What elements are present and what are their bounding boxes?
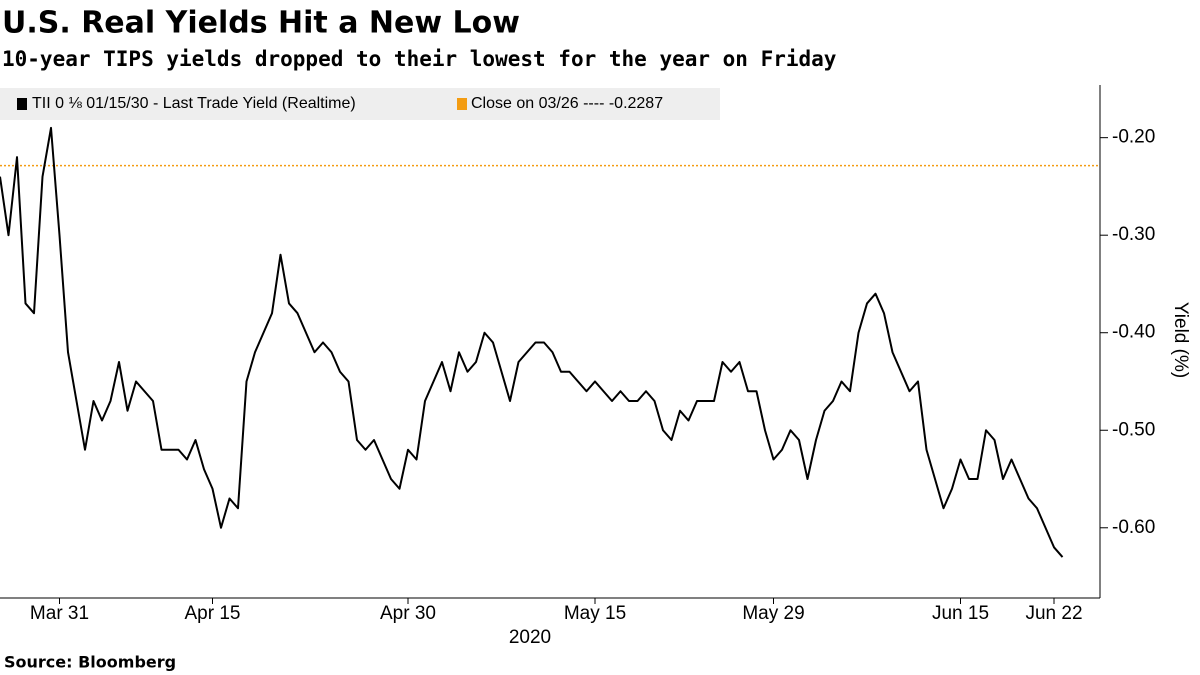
series-line [0, 126, 1064, 558]
y-tick-label: -0.30 [1112, 224, 1155, 245]
x-tick-label: Jun 22 [1025, 603, 1082, 624]
x-axis-label: 2020 [509, 627, 551, 648]
legend-entry: TII 0 ⅛ 01/15/30 - Last Trade Yield (Rea… [32, 95, 356, 112]
y-tick-label: -0.40 [1112, 322, 1155, 343]
y-tick-label: -0.50 [1112, 419, 1155, 440]
legend-swatch [457, 98, 467, 110]
legend-box [0, 88, 720, 120]
x-tick-label: May 15 [564, 603, 626, 624]
legend-swatch [17, 98, 27, 110]
y-tick-label: -0.60 [1112, 517, 1155, 538]
y-tick-label: -0.20 [1112, 127, 1155, 148]
legend-entry: Close on 03/26 ---- -0.2287 [471, 95, 663, 112]
x-tick-label: May 29 [742, 603, 804, 624]
x-tick-label: Mar 31 [30, 603, 89, 624]
chart-title: U.S. Real Yields Hit a New Low [2, 6, 520, 41]
x-tick-label: Apr 15 [185, 603, 241, 624]
source: Source: Bloomberg [4, 653, 176, 672]
x-tick-label: Jun 15 [932, 603, 989, 624]
chart-subtitle: 10-year TIPS yields dropped to their low… [2, 47, 837, 71]
y-axis-label: Yield (%) [1170, 302, 1191, 378]
x-tick-label: Apr 30 [380, 603, 436, 624]
